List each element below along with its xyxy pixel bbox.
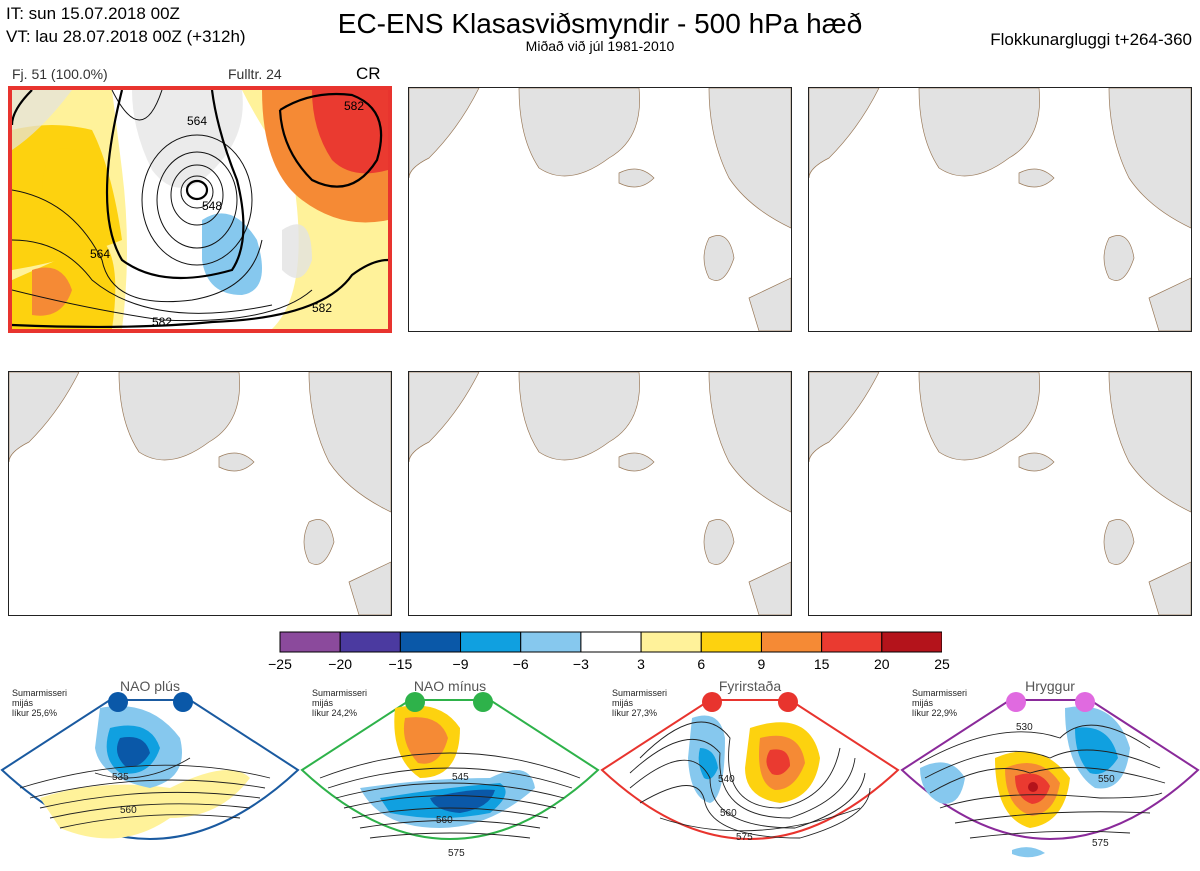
regime-fyrirstada[interactable]: 540 560 575 Fyrirstaða Sumarmisseri mijá… — [600, 678, 900, 871]
scenario-map-3[interactable] — [808, 87, 1192, 332]
regime-fyrirstada-label-1: 540 — [718, 774, 735, 785]
colorbar-tick-label: 20 — [874, 656, 890, 672]
colorbar-segment — [279, 631, 341, 653]
regime-nao-minus-info: Sumarmisseri mijás líkur 24,2% — [312, 688, 368, 718]
regime-nao-minus-label-3: 575 — [448, 848, 465, 859]
scenario-map-6[interactable] — [808, 371, 1192, 616]
regime-hryggur-label-2: 550 — [1098, 774, 1115, 785]
scenario-map-1[interactable]: 582 564 582 582 548 564 — [8, 86, 392, 333]
regime-nao-minus[interactable]: 545 560 575 NAO mínus Sumarmisseri mijás… — [300, 678, 600, 871]
colorbar-tick-label: −25 — [268, 656, 292, 672]
colorbar-segment — [399, 631, 462, 653]
contour-label: 564 — [187, 114, 207, 128]
scenario-map-5-plot — [409, 372, 791, 615]
scenario-map-4[interactable] — [8, 371, 392, 616]
regime-hryggur-label-1: 530 — [1016, 722, 1033, 733]
colorbar-tick-label: −9 — [452, 656, 469, 672]
regime-nao-plus-title: NAO plús — [120, 678, 180, 694]
scenario-map-5[interactable] — [408, 371, 792, 616]
regime-nao-plus[interactable]: 535 560 NAO plús Sumarmisseri mijás líku… — [0, 678, 300, 871]
regime-nao-minus-title: NAO mínus — [413, 678, 487, 694]
scenario-map-3-plot — [809, 88, 1191, 331]
regime-fyrirstada-dot-right — [778, 692, 798, 712]
page-title: EC-ENS Klasasviðsmyndir - 500 hPa hæð — [337, 8, 863, 39]
regime-hryggur-dot-right — [1075, 692, 1095, 712]
regime-nao-plus-label-2: 560 — [120, 805, 137, 816]
colorbar-tick-label: −20 — [328, 656, 353, 672]
colorbar-segment — [700, 631, 762, 653]
cluster-code: CR — [356, 64, 381, 83]
regime-fyrirstada-plot: 540 560 575 — [600, 692, 900, 843]
regime-hryggur-title: Hryggur — [1025, 678, 1075, 694]
regime-hryggur-centre — [1028, 782, 1038, 792]
colorbar-segment — [881, 631, 942, 653]
scenario-map-2-plot — [409, 88, 791, 331]
regime-nao-plus-plot: 535 560 — [0, 692, 300, 840]
regime-nao-minus-dot-left — [405, 692, 425, 712]
regime-nao-plus-dot-right — [173, 692, 193, 712]
colorbar-segment — [580, 631, 642, 653]
colorbar-segment — [821, 631, 883, 653]
regime-fyrirstada-dot-left — [702, 692, 722, 712]
colorbar-segment — [460, 631, 522, 653]
contour-label: 582 — [344, 99, 364, 113]
colorbar-tick-label: −3 — [572, 656, 589, 672]
colorbar-tick-label: 25 — [934, 656, 950, 672]
colorbar-segment — [760, 631, 823, 653]
colorbar-tick-label: 6 — [697, 656, 706, 672]
colorbar-tick-label: −6 — [512, 656, 529, 672]
member-count: Fj. 51 (100.0%) — [12, 66, 108, 82]
valid-time: VT: lau 28.07.2018 00Z (+312h) — [6, 27, 246, 46]
representative-member: Fulltr. 24 — [228, 66, 282, 82]
regime-hryggur[interactable]: 530 550 575 Hryggur Sumarmisseri mijás l… — [900, 678, 1200, 871]
regime-fyrirstada-label-3: 575 — [736, 832, 753, 843]
regime-nao-minus-label-1: 545 — [452, 772, 469, 783]
regime-fyrirstada-label-2: 560 — [720, 808, 737, 819]
scenario-map-1-plot: 582 564 582 582 548 564 — [12, 90, 388, 329]
regime-fyrirstada-info: Sumarmisseri mijás líkur 27,3% — [612, 688, 668, 718]
regime-hryggur-dot-left — [1006, 692, 1026, 712]
scenario-map-2[interactable] — [408, 87, 792, 332]
scenario-map-4-plot — [9, 372, 391, 615]
scenario-map-6-plot — [809, 372, 1191, 615]
regime-fyrirstada-title: Fyrirstaða — [718, 678, 782, 694]
regime-nao-plus-label-1: 535 — [112, 772, 129, 783]
contour-label: 582 — [152, 315, 172, 329]
colorbar-segment — [640, 631, 702, 653]
regime-nao-plus-info: Sumarmisseri mijás líkur 25,6% — [12, 688, 68, 718]
colorbar-segment — [520, 631, 582, 653]
colorbar-segment — [339, 631, 401, 653]
colorbar-tick-label: −15 — [388, 656, 413, 672]
colorbar-tick-label: 15 — [813, 656, 830, 672]
colorbar — [279, 631, 942, 653]
regime-nao-plus-dot-left — [108, 692, 128, 712]
regime-nao-minus-plot: 545 560 575 — [300, 692, 600, 859]
climate-reference: Miðað við júl 1981-2010 — [525, 38, 675, 54]
classification-window: Flokkunargluggi t+264-360 — [990, 30, 1192, 49]
regime-hryggur-plot: 530 550 575 — [900, 692, 1200, 858]
contour-label: 564 — [90, 247, 110, 261]
contour-label: 582 — [312, 301, 332, 315]
colorbar-tick-label: 9 — [757, 656, 766, 672]
regime-hryggur-label-3: 575 — [1092, 838, 1109, 849]
contour-label: 548 — [202, 199, 222, 213]
regime-nao-minus-dot-right — [473, 692, 493, 712]
init-time: IT: sun 15.07.2018 00Z — [6, 4, 180, 23]
regime-hryggur-info: Sumarmisseri mijás líkur 22,9% — [912, 688, 968, 718]
regime-nao-minus-label-2: 560 — [436, 815, 453, 826]
colorbar-tick-label: 3 — [637, 656, 645, 672]
